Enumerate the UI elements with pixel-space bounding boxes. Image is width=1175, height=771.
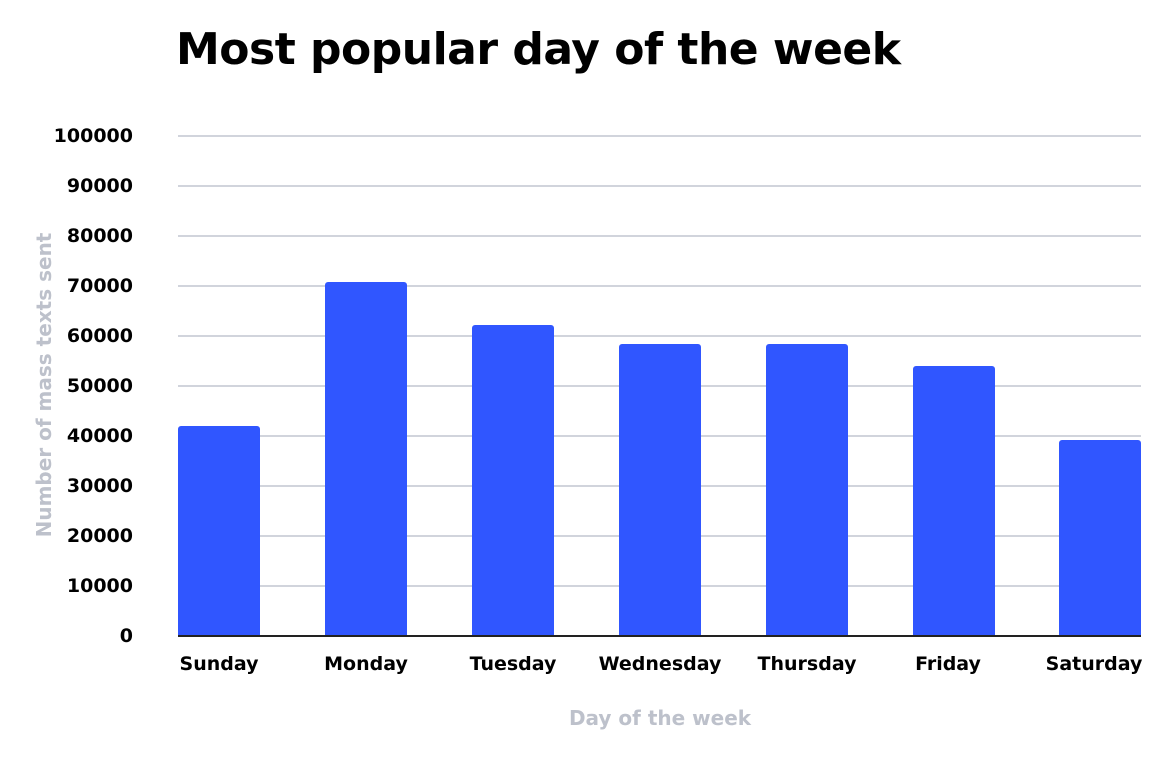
bar-wednesday — [619, 344, 701, 636]
x-tick-label: Friday — [915, 653, 981, 675]
bar-thursday — [766, 344, 848, 636]
bar-monday — [325, 281, 407, 636]
gridline — [178, 235, 1141, 237]
y-tick-label: 40000 — [66, 425, 133, 447]
x-tick-label: Monday — [324, 653, 408, 675]
bar-friday — [913, 366, 995, 636]
y-tick-label: 10000 — [66, 575, 133, 597]
gridline — [178, 335, 1141, 337]
y-tick-label: 80000 — [66, 225, 133, 247]
y-tick-label: 20000 — [66, 525, 133, 547]
y-tick-label: 60000 — [66, 325, 133, 347]
x-axis-label: Day of the week — [568, 706, 752, 730]
gridline — [178, 135, 1141, 137]
gridline — [178, 285, 1141, 287]
y-tick-label: 70000 — [66, 275, 133, 297]
x-tick-label: Wednesday — [598, 653, 722, 675]
x-tick-label: Saturday — [1045, 653, 1143, 675]
y-tick-label: 90000 — [66, 175, 133, 197]
plot-area: 0 10000 20000 30000 40000 50000 60000 70… — [54, 125, 1143, 675]
x-tick-label: Sunday — [179, 653, 259, 675]
chart-title: Most popular day of the week — [176, 24, 901, 75]
y-tick-label: 0 — [119, 625, 133, 647]
bar-saturday — [1059, 439, 1141, 636]
y-tick-label: 50000 — [66, 375, 133, 397]
gridline — [178, 185, 1141, 187]
bar-tuesday — [472, 325, 554, 636]
y-tick-label: 30000 — [66, 475, 133, 497]
x-axis-line — [178, 635, 1141, 637]
bar-sunday — [178, 425, 260, 636]
y-tick-label: 100000 — [53, 125, 133, 147]
x-tick-label: Thursday — [757, 653, 857, 675]
x-tick-label: Tuesday — [469, 653, 557, 675]
y-axis-label: Number of mass texts sent — [32, 232, 56, 538]
